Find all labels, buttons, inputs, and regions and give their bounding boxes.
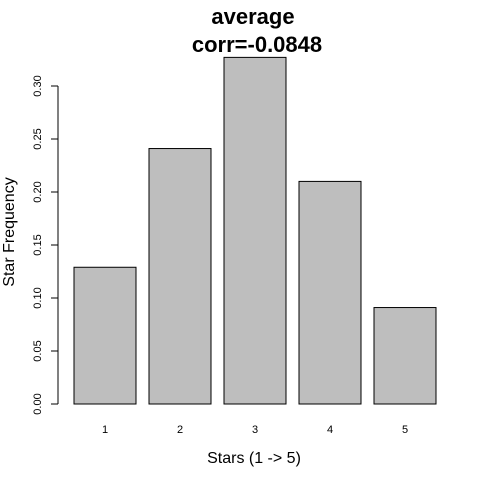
chart-subtitle: corr=-0.0848 — [192, 32, 322, 57]
x-tick-label-4: 4 — [327, 424, 333, 436]
bar-1 — [73, 266, 137, 405]
bar-2 — [148, 148, 212, 405]
y-axis-label: Star Frequency — [1, 177, 18, 286]
x-tick-label-2: 2 — [177, 424, 183, 436]
chart-title: average — [211, 4, 294, 29]
x-tick-label-1: 1 — [102, 424, 108, 436]
y-tick-label-0.20: 0.20 — [32, 181, 44, 202]
y-axis: 0.00 0.05 0.10 0.15 0.20 0.25 0.30 — [32, 75, 59, 415]
y-tick-label-0.05: 0.05 — [32, 340, 44, 361]
y-tick-label-0.10: 0.10 — [32, 287, 44, 308]
x-tick-label-5: 5 — [402, 424, 408, 436]
y-tick-label-0.15: 0.15 — [32, 234, 44, 255]
bar-5 — [373, 307, 437, 405]
y-tick-label-0.00: 0.00 — [32, 393, 44, 414]
x-axis-label: Stars (1 -> 5) — [207, 450, 301, 467]
y-tick-label-0.25: 0.25 — [32, 128, 44, 149]
bar-4 — [298, 180, 362, 405]
bar-3 — [223, 56, 287, 405]
x-tick-label-3: 3 — [252, 424, 258, 436]
bars-group — [73, 56, 437, 405]
y-tick-label-0.30: 0.30 — [32, 75, 44, 96]
x-tick-labels: 1 2 3 4 5 — [102, 424, 408, 436]
